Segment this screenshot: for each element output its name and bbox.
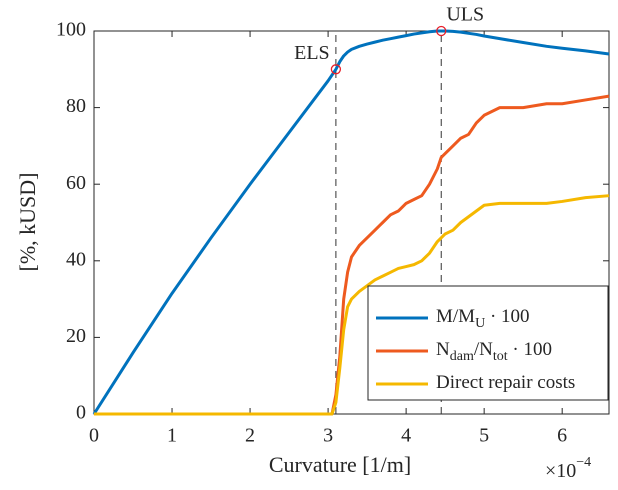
x-tick-label: 4 — [401, 425, 411, 447]
x-axis-label: Curvature [1/m] — [269, 452, 411, 477]
x-scale-exponent: −4 — [576, 455, 591, 470]
legend-label-part: /N — [474, 339, 493, 360]
x-scale-base: ×10 — [545, 460, 576, 482]
y-tick-label: 40 — [66, 248, 86, 270]
x-tick-label: 1 — [167, 425, 177, 447]
legend-box — [367, 285, 609, 401]
legend-label: Direct repair costs — [436, 372, 575, 393]
legend-label: M/MU · 100 — [436, 306, 530, 331]
y-tick-label: 100 — [56, 19, 86, 41]
legend-label-part: · 100 — [485, 306, 529, 327]
x-tick-label: 0 — [89, 425, 99, 447]
y-tick-label: 20 — [66, 325, 86, 347]
legend-label-part: U — [475, 316, 485, 331]
y-tick-label: 80 — [66, 95, 86, 117]
x-tick-label: 3 — [323, 425, 333, 447]
y-axis-label: [%, kUSD] — [15, 173, 40, 272]
annotation-marker — [330, 64, 342, 75]
legend-label-part: N — [436, 339, 450, 360]
y-tick-label: 0 — [76, 402, 86, 424]
legend-label-part: dam — [450, 349, 474, 364]
annotation-label: ELS — [294, 42, 330, 64]
legend-label-part: · 100 — [508, 339, 552, 360]
series-line — [92, 29, 610, 415]
legend-label-part: tot — [493, 349, 508, 364]
y-tick-label: 60 — [66, 172, 86, 194]
annotation-marker — [436, 25, 447, 37]
series-line — [94, 194, 610, 416]
legend-label-part: M/M — [436, 306, 475, 327]
x-tick-label: 2 — [245, 425, 255, 447]
x-scale-label: ×10−4 — [545, 455, 591, 481]
legend-label-part: Direct repair costs — [436, 372, 575, 393]
annotation-label: ULS — [446, 4, 484, 26]
x-tick-label: 6 — [557, 425, 567, 447]
legend-label: Ndam/Ntot · 100 — [436, 339, 552, 364]
x-tick-label: 5 — [479, 425, 489, 447]
